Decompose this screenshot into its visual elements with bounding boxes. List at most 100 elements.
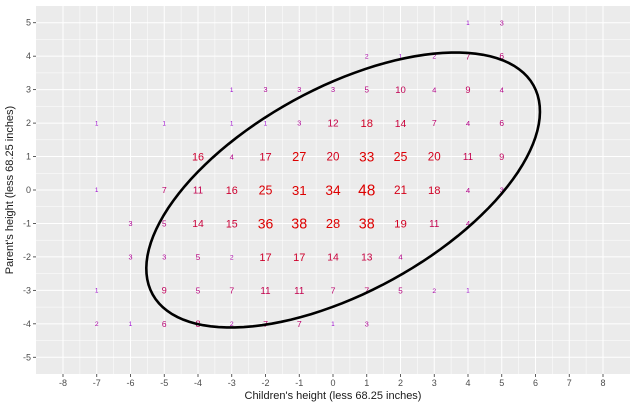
count-label: 9 — [465, 85, 470, 95]
count-label: 18 — [428, 185, 441, 197]
count-label: 34 — [325, 183, 341, 198]
y-axis-title: Parent's height (less 68.25 inches) — [4, 106, 16, 274]
x-tick-label: 3 — [432, 378, 437, 388]
count-label: 1 — [466, 20, 470, 27]
count-label: 10 — [395, 85, 406, 96]
count-label: 7 — [297, 319, 302, 329]
count-label: 2 — [365, 54, 369, 61]
count-label: 19 — [394, 219, 407, 231]
y-tick-label: -5 — [23, 352, 31, 362]
count-label: 12 — [327, 119, 339, 130]
count-label: 18 — [361, 118, 374, 130]
count-label: 7 — [432, 118, 437, 128]
count-label: 7 — [229, 285, 234, 295]
count-label: 11 — [294, 286, 304, 297]
count-label: 9 — [162, 286, 167, 296]
count-label: 11 — [260, 286, 270, 297]
count-label: 1 — [230, 87, 234, 94]
count-label: 4 — [500, 85, 505, 94]
count-label: 4 — [466, 219, 471, 228]
count-label: 13 — [361, 253, 373, 264]
count-label: 2 — [95, 321, 99, 328]
x-tick-label: -1 — [295, 378, 303, 388]
count-label: 31 — [292, 183, 307, 198]
x-tick-label: 7 — [567, 378, 572, 388]
count-label: 16 — [226, 185, 238, 197]
count-label: 7 — [162, 185, 167, 195]
x-tick-label: -4 — [194, 378, 202, 388]
y-tick-label: 0 — [26, 185, 31, 195]
count-label: 25 — [394, 150, 408, 164]
count-label: 27 — [292, 149, 306, 164]
count-label: 1 — [95, 187, 99, 194]
count-label: 5 — [196, 286, 201, 295]
x-tick-label: -6 — [126, 378, 134, 388]
count-label: 2 — [432, 54, 436, 61]
count-label: 1 — [129, 321, 133, 328]
count-label: 3 — [128, 253, 132, 262]
count-label: 2 — [230, 254, 234, 261]
count-label: 4 — [398, 253, 403, 262]
count-label: 3 — [500, 186, 504, 195]
count-label: 5 — [196, 253, 201, 262]
count-label: 1 — [95, 120, 99, 127]
count-label: 14 — [395, 119, 407, 130]
count-label: 38 — [359, 217, 375, 233]
count-label: 1 — [264, 120, 268, 127]
count-labels: 1 32 1 2 7 61 3 3 3 5 10 4 9 41 1 1 1 3 12 18 14 7 4 616 4 17 27 20… — [95, 18, 505, 329]
count-label: 3 — [331, 85, 335, 94]
y-tick-label: 1 — [26, 152, 31, 162]
count-label: 1 — [163, 120, 167, 127]
x-tick-label: 4 — [465, 378, 470, 388]
count-label: 7 — [466, 51, 471, 61]
count-label: 17 — [259, 152, 271, 164]
count-label: 3 — [365, 319, 369, 328]
y-tick-label: 2 — [26, 118, 31, 128]
count-label: 5 — [365, 86, 370, 95]
count-label: 1 — [230, 120, 234, 127]
count-label: 5 — [162, 219, 167, 228]
x-tick-label: -5 — [160, 378, 168, 388]
y-tick-label: 5 — [26, 18, 31, 28]
count-label: 9 — [499, 152, 504, 162]
count-label: 3 — [263, 85, 267, 94]
count-label: 20 — [327, 151, 340, 164]
y-tick-label: -4 — [23, 319, 31, 329]
x-tick-label: 1 — [364, 378, 369, 388]
count-label: 6 — [499, 118, 504, 128]
x-tick-label: -8 — [59, 378, 67, 388]
count-label: 1 — [331, 321, 335, 328]
y-axis-ticks: -5 -4 -3 -2 -1 0 1 2 3 4 5 — [23, 18, 36, 362]
count-label: 6 — [499, 51, 504, 61]
count-label: 48 — [358, 183, 375, 200]
count-label: 33 — [359, 149, 374, 164]
confidence-ellipse — [144, 51, 542, 329]
y-tick-label: 3 — [26, 85, 31, 95]
y-tick-label: -3 — [23, 285, 31, 295]
count-label: 4 — [466, 186, 471, 195]
count-label: 36 — [258, 216, 274, 232]
count-label: 3 — [500, 18, 504, 27]
count-label: 2 — [230, 321, 234, 328]
y-tick-label: 4 — [26, 51, 31, 61]
count-label: 38 — [291, 217, 307, 233]
x-tick-label: -3 — [228, 378, 236, 388]
count-label: 14 — [192, 219, 204, 230]
count-label: 17 — [293, 252, 305, 264]
major-gridlines — [36, 6, 630, 374]
count-label: 11 — [463, 152, 473, 163]
count-label: 1 — [466, 288, 470, 295]
count-label: 4 — [230, 152, 235, 161]
x-tick-label: 2 — [398, 378, 403, 388]
x-axis-title: Children's height (less 68.25 inches) — [245, 390, 422, 402]
count-label: 7 — [331, 285, 336, 295]
count-label: 3 — [297, 119, 301, 128]
count-label: 7 — [364, 285, 369, 295]
count-label: 11 — [193, 186, 203, 197]
y-tick-label: -1 — [23, 218, 31, 228]
x-tick-label: -2 — [261, 378, 269, 388]
x-tick-label: 8 — [600, 378, 605, 388]
x-tick-label: 5 — [499, 378, 504, 388]
count-label: 2 — [432, 288, 436, 295]
count-label: 14 — [327, 253, 339, 264]
